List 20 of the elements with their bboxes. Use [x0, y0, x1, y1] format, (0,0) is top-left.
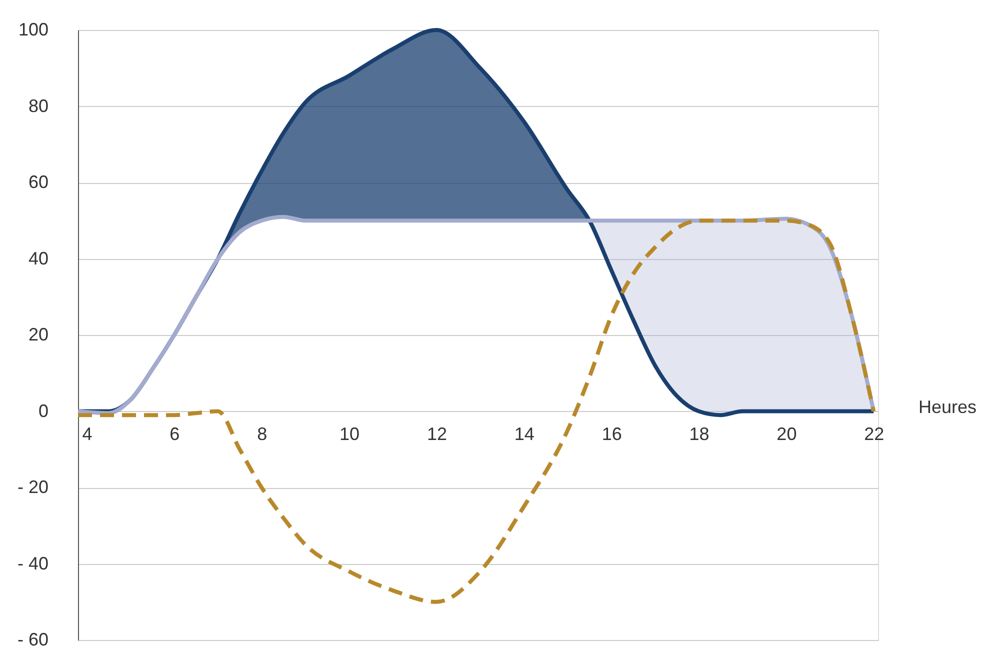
x-tick-label: 16 — [602, 424, 622, 444]
x-tick-label: 8 — [257, 424, 268, 444]
x-tick-label: 22 — [864, 424, 884, 444]
x-tick-label: 4 — [82, 424, 92, 444]
y-tick-label: - 40 — [17, 553, 48, 574]
y-tick-label: 40 — [28, 248, 48, 268]
x-tick-label: 12 — [426, 424, 447, 444]
y-tick-label: 100 — [18, 20, 48, 40]
y-tick-label: 60 — [28, 172, 48, 192]
x-tick-label: 14 — [514, 424, 534, 444]
x-tick-label: 10 — [340, 424, 360, 444]
x-axis-title: Heures — [918, 396, 977, 417]
x-tick-label: 6 — [170, 424, 180, 444]
y-tick-label: 80 — [28, 96, 48, 116]
x-tick-label: 18 — [689, 424, 710, 444]
y-tick-label: 20 — [28, 324, 48, 344]
y-tick-label: - 60 — [17, 630, 48, 650]
y-tick-label: - 20 — [17, 477, 48, 497]
x-tick-label: 20 — [776, 424, 797, 444]
y-tick-label: 0 — [38, 400, 48, 421]
